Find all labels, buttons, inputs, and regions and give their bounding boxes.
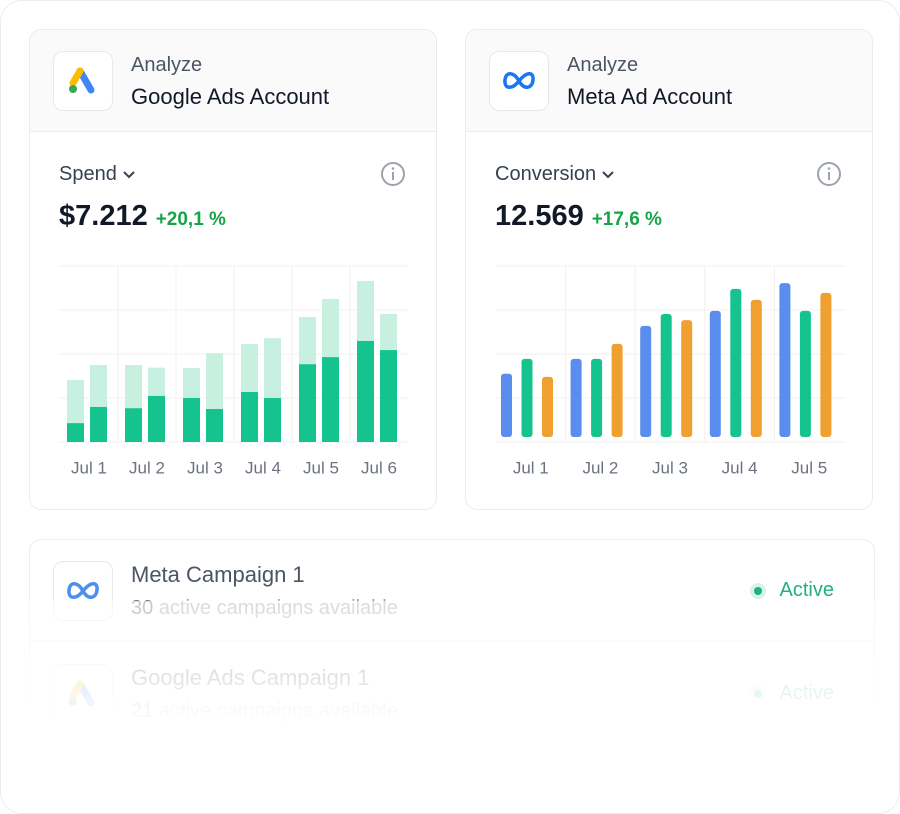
bar-segment [206, 353, 223, 409]
bar-segment [90, 365, 107, 407]
eyebrow: Analyze [131, 54, 203, 76]
x-tick-label: Jul 3 [187, 458, 223, 477]
x-tick-label: Jul 3 [652, 458, 688, 477]
detail: active campaigns available [158, 700, 398, 722]
x-tick-label: Jul 1 [513, 458, 549, 477]
metric-value: 12.569 +17,6 % [495, 200, 662, 233]
card-header: Analyze Meta Ad Account [466, 30, 872, 132]
bar-segment [322, 357, 339, 442]
info-icon[interactable] [816, 161, 842, 187]
bar [640, 325, 652, 437]
metric-select[interactable]: Conversion [495, 163, 614, 186]
x-tick-label: Jul 1 [71, 458, 107, 477]
bar [570, 358, 582, 437]
chart: Jul 1 Jul 2 Jul 3 Jul 4 Jul 5 [496, 265, 844, 477]
bar [591, 358, 603, 437]
campaign-detail: 30 active campaigns available [131, 597, 398, 620]
bar-segment [148, 395, 165, 442]
google-ads-logo [53, 51, 113, 111]
meta-logo [53, 561, 113, 621]
bar [779, 283, 791, 437]
bar-segment [357, 280, 374, 341]
chart: Jul 1 Jul 2 Jul 3 Jul 4 Jul 5 Jul 6 [60, 265, 408, 477]
status-text: Active [779, 682, 834, 704]
x-tick-label: Jul 4 [245, 458, 281, 477]
bar [501, 373, 512, 437]
count: 21 [131, 700, 154, 722]
value: $7.212 [59, 200, 148, 232]
campaign-row[interactable]: Google Ads Campaign 1 21 active campaign… [30, 643, 874, 743]
bar-segment [125, 365, 142, 409]
bar-segment [264, 398, 281, 442]
google-card: Analyze Google Ads Account Spend $7.212 +… [29, 29, 437, 510]
bar-segment [67, 379, 84, 424]
x-tick-label: Jul 4 [722, 458, 758, 477]
bar [611, 343, 623, 437]
bar-segment [322, 299, 339, 358]
metric-value: $7.212 +20,1 % [59, 200, 226, 233]
metric-name: Spend [59, 163, 117, 185]
metric-name: Conversion [495, 163, 597, 185]
campaign-list: Meta Campaign 1 30 active campaigns avai… [29, 539, 875, 780]
info-icon[interactable] [380, 161, 406, 187]
google-ads-logo [53, 664, 113, 724]
detail: active campaigns available [158, 597, 398, 619]
bar-segment [183, 368, 200, 398]
bar [660, 313, 672, 437]
meta-card: Analyze Meta Ad Account Conversion 12.56… [465, 29, 873, 510]
change: +17,6 % [591, 209, 662, 230]
bar-segment [206, 409, 223, 442]
status: Active [753, 579, 834, 602]
bar-segment [241, 343, 258, 392]
bar-segment [90, 406, 107, 442]
card-title: Meta Ad Account [567, 84, 733, 109]
bar-segment [380, 350, 397, 442]
bar-segment [264, 338, 281, 398]
bar-segment [357, 340, 374, 442]
bar [750, 299, 762, 437]
bar [709, 310, 721, 437]
campaign-row[interactable]: Meta Campaign 1 30 active campaigns avai… [30, 540, 874, 641]
card-header: Analyze Google Ads Account [30, 30, 436, 132]
value: 12.569 [495, 200, 584, 232]
x-tick-label: Jul 2 [129, 458, 165, 477]
card-title: Google Ads Account [131, 84, 330, 109]
x-tick-label: Jul 2 [582, 458, 618, 477]
bar [820, 292, 832, 437]
bar [799, 310, 811, 437]
campaign-detail: 21 active campaigns available [131, 700, 398, 723]
campaign-name: Google Ads Campaign 1 [131, 665, 370, 690]
x-tick-label: Jul 5 [303, 458, 339, 477]
x-tick-label: Jul 5 [791, 458, 827, 477]
campaign-name: Meta Campaign 1 [131, 562, 305, 587]
bar-segment [299, 364, 316, 442]
bar [681, 320, 693, 437]
count: 30 [131, 597, 154, 619]
bar-segment [380, 313, 397, 351]
bar-segment [67, 423, 84, 442]
bar-segment [125, 408, 142, 442]
bar [730, 288, 742, 437]
x-tick-label: Jul 6 [361, 458, 397, 477]
bar [521, 358, 533, 437]
change: +20,1 % [155, 209, 226, 230]
status-text: Active [779, 579, 834, 601]
bar-segment [241, 391, 258, 442]
eyebrow: Analyze [567, 54, 639, 76]
bar-segment [148, 367, 165, 396]
bar [542, 376, 553, 437]
metric-select[interactable]: Spend [59, 163, 135, 186]
bar-segment [183, 398, 200, 442]
status: Active [753, 682, 834, 705]
bar-segment [299, 317, 316, 365]
meta-logo [489, 51, 549, 111]
